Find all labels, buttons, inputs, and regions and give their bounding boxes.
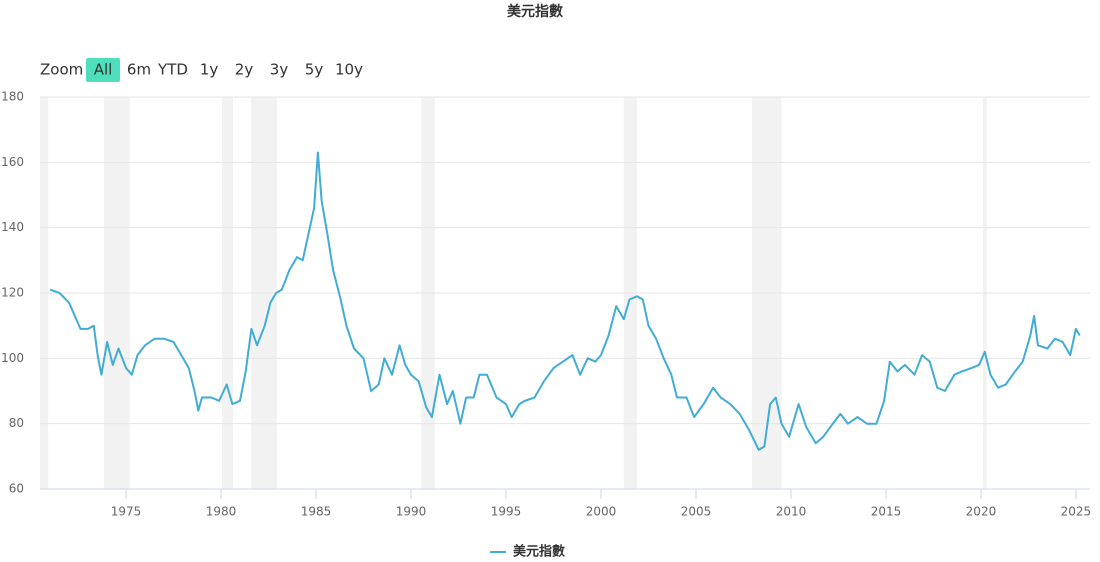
x-tick-label: 1980 xyxy=(206,505,237,519)
chart-title: 美元指數 xyxy=(507,3,563,20)
y-tick-label: 140 xyxy=(1,220,24,234)
x-tick-label: 1975 xyxy=(111,505,142,519)
range-button[interactable]: 5y xyxy=(305,61,324,79)
zoom-label: Zoom xyxy=(40,61,83,79)
x-tick-label: 1995 xyxy=(491,505,522,519)
y-tick-label: 160 xyxy=(1,155,24,169)
range-button[interactable]: 10y xyxy=(335,61,363,79)
y-tick-label: 60 xyxy=(9,482,24,496)
x-tick-label: 2015 xyxy=(871,505,902,519)
y-tick-label: 100 xyxy=(1,351,24,365)
x-tick-label: 2010 xyxy=(776,505,807,519)
x-tick-label: 2005 xyxy=(681,505,712,519)
legend-label[interactable]: 美元指數 xyxy=(513,544,565,560)
y-tick-label: 120 xyxy=(1,286,24,300)
range-button[interactable]: 2y xyxy=(235,61,254,79)
series-line xyxy=(49,151,1081,451)
range-button[interactable]: YTD xyxy=(157,61,188,79)
y-tick-label: 80 xyxy=(9,416,24,430)
range-button[interactable]: All xyxy=(94,61,113,79)
x-tick-label: 2000 xyxy=(586,505,617,519)
range-button[interactable]: 6m xyxy=(127,61,151,79)
x-tick-label: 1985 xyxy=(301,505,332,519)
x-tick-label: 1990 xyxy=(396,505,427,519)
x-tick-label: 2025 xyxy=(1061,505,1092,519)
y-tick-label: 180 xyxy=(1,90,24,104)
range-button-bg xyxy=(86,58,120,82)
x-tick-label: 2020 xyxy=(966,505,997,519)
range-button[interactable]: 1y xyxy=(200,61,219,79)
range-button[interactable]: 3y xyxy=(270,61,289,79)
